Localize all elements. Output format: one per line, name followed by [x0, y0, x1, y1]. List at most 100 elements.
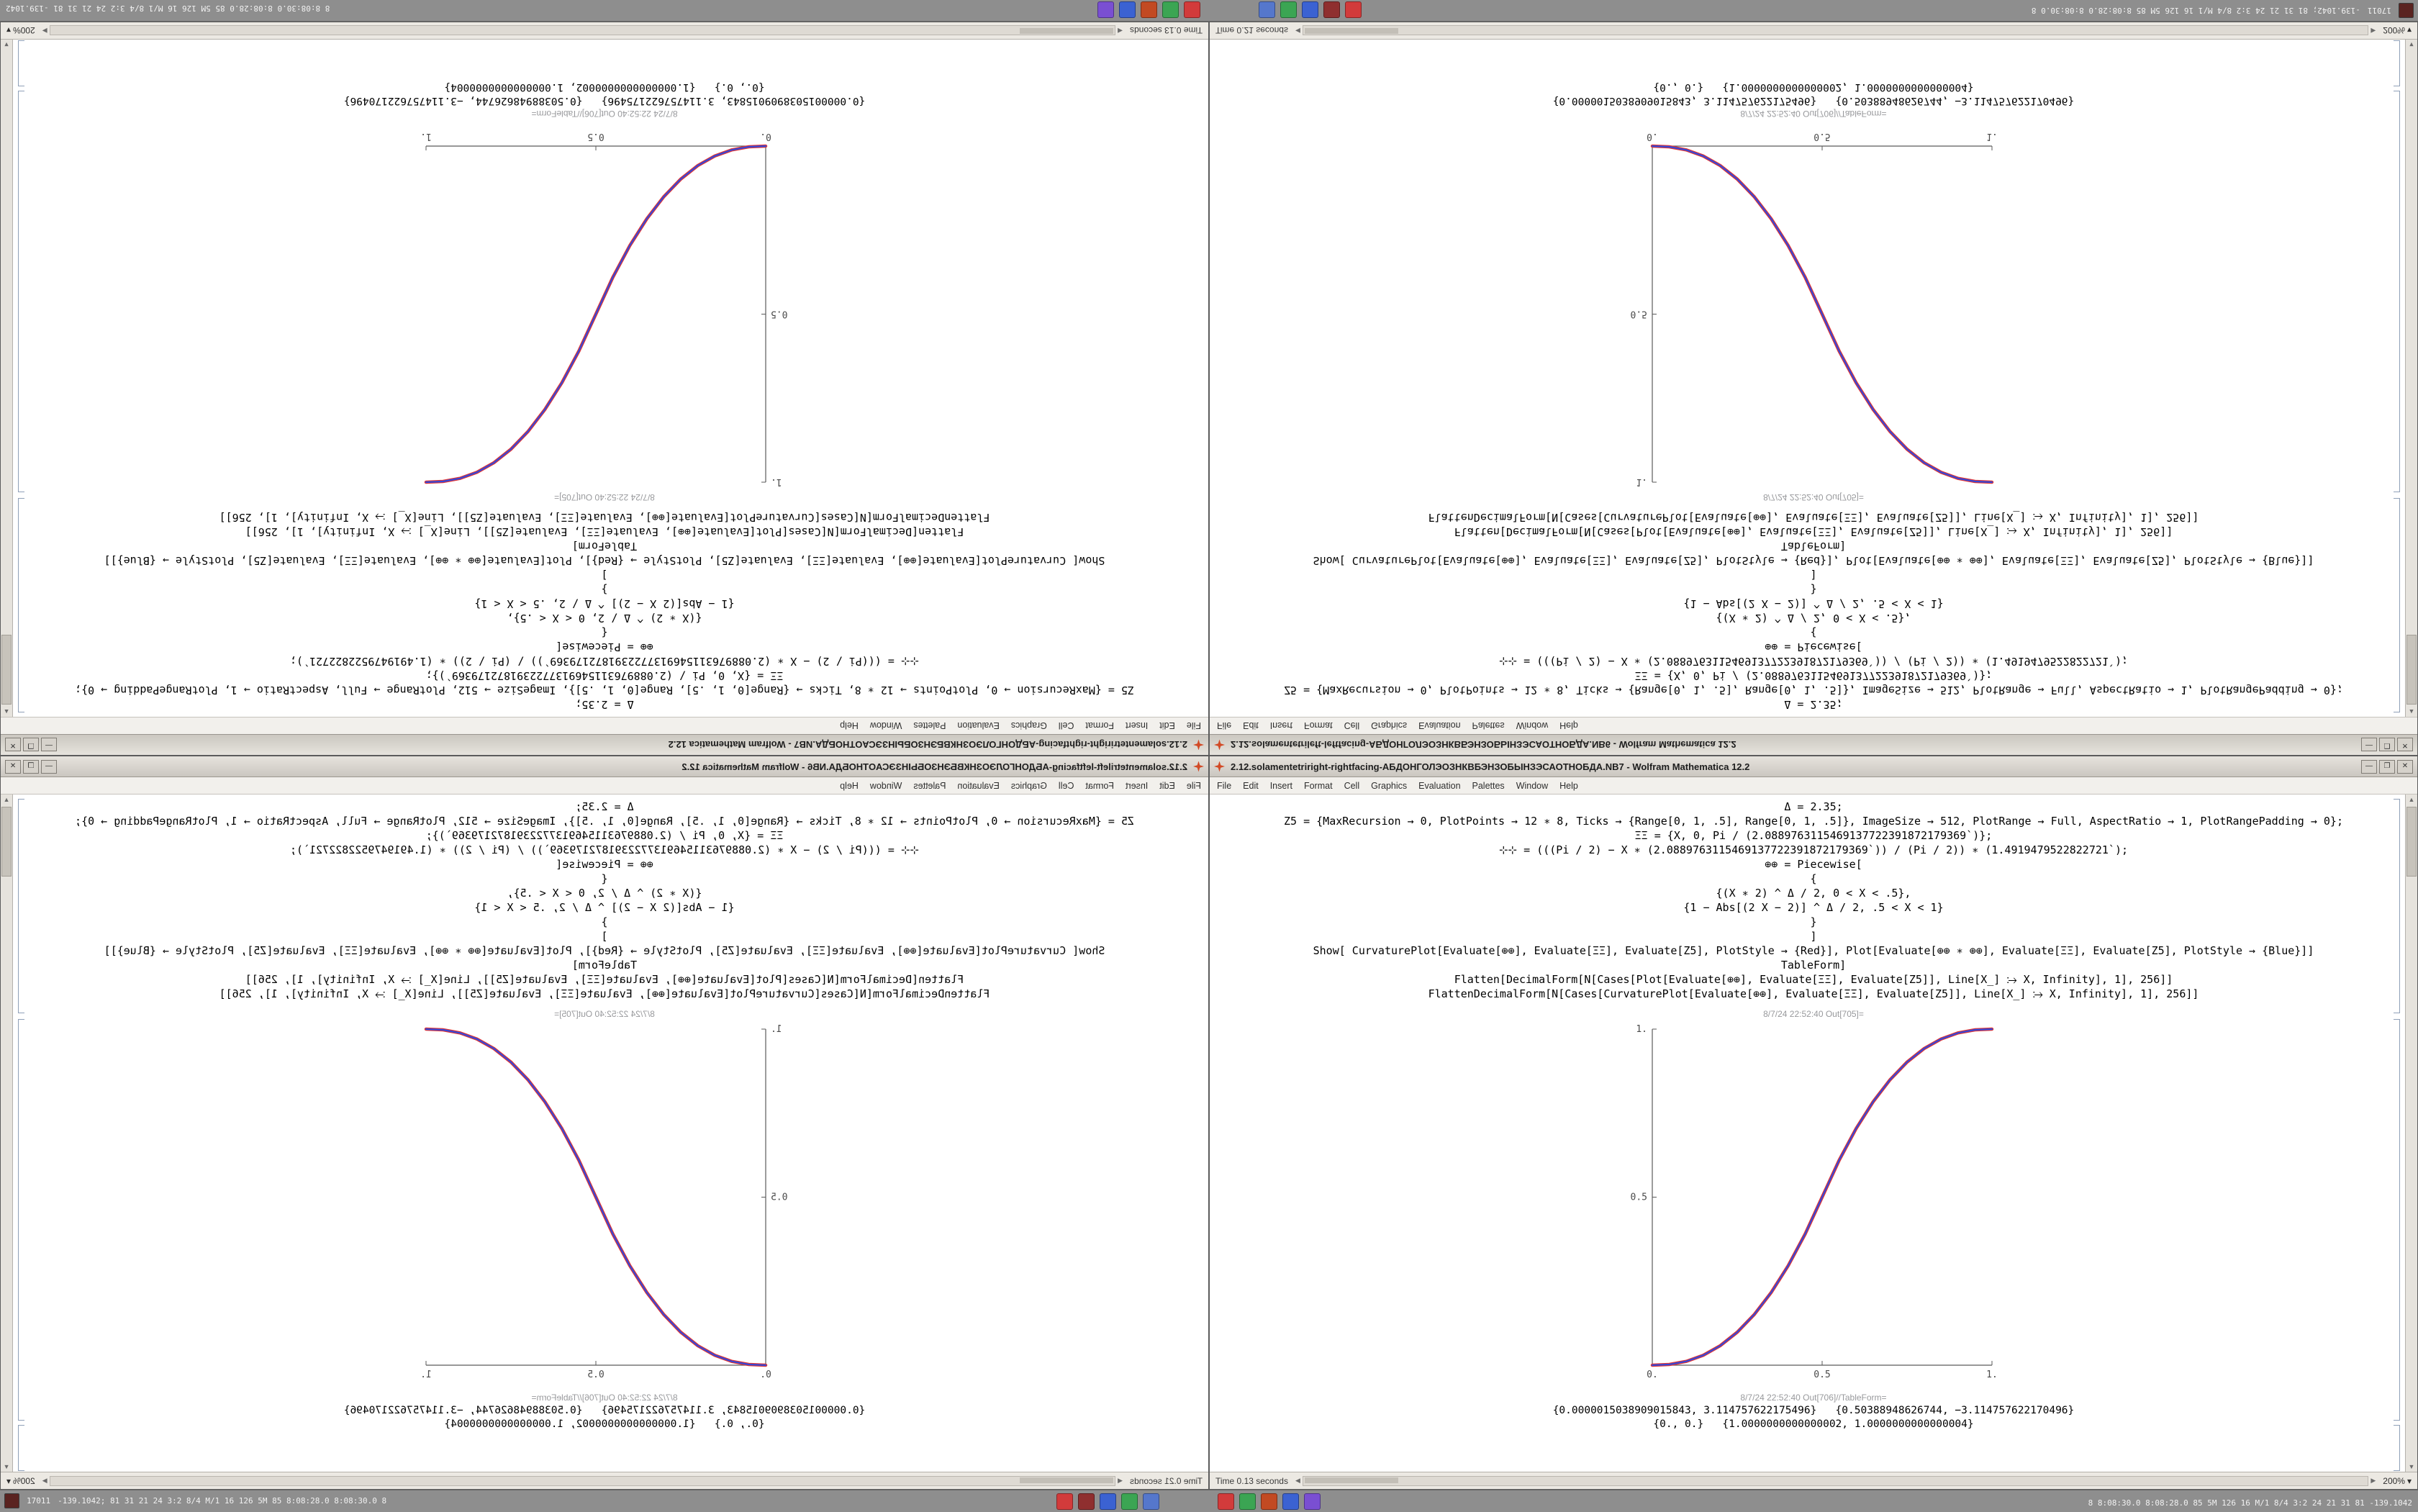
close-button[interactable]: ✕: [2397, 738, 2413, 752]
code-line[interactable]: ]: [1810, 569, 1817, 581]
maximize-button[interactable]: ❐: [2379, 738, 2395, 752]
tray-icon-purple[interactable]: [1097, 1, 1114, 18]
code-line[interactable]: ⊹⊹ = (((Pi / 2) − X ∗ (2.088976311546913…: [289, 655, 920, 668]
title-bar[interactable]: 2.12.solamentetrileft-leftfacing-АБДОНГО…: [1, 756, 1208, 777]
scroll-right-icon[interactable]: ▶: [42, 27, 47, 35]
scrollbar-thumb[interactable]: [2406, 807, 2417, 877]
code-line[interactable]: Show[ CurvaturePlot[Evaluate[⊕⊕], Evalua…: [1313, 554, 2314, 567]
tray-icon-green[interactable]: [1280, 1, 1297, 18]
hscroll-track[interactable]: [49, 1475, 1116, 1486]
scroll-up-icon[interactable]: ▲: [2408, 708, 2415, 715]
scroll-right-icon[interactable]: ▶: [2371, 1477, 2376, 1484]
horizontal-scrollbar[interactable]: ◀ ▶: [1295, 1475, 2376, 1486]
code-line[interactable]: FlattenDecimalForm[N[Cases[CurvaturePlot…: [219, 511, 990, 524]
cell-bracket[interactable]: [2394, 1425, 2400, 1471]
code-line[interactable]: ⊹⊹ = (((Pi / 2) − X ∗ (2.088976311546913…: [289, 843, 920, 856]
cell-bracket[interactable]: [18, 40, 24, 86]
menu-item[interactable]: Cell: [1344, 720, 1360, 731]
code-line[interactable]: Show[ CurvaturePlot[Evaluate[⊕⊕], Evalua…: [104, 554, 1105, 567]
code-line[interactable]: ⊹⊹ = (((Pi / 2) − X ∗ (2.088976311546913…: [1498, 655, 2129, 668]
menu-item[interactable]: Palettes: [1472, 720, 1505, 731]
menu-item[interactable]: Evaluation: [957, 720, 1000, 731]
scroll-down-icon[interactable]: ▼: [3, 41, 10, 48]
menu-item[interactable]: Window: [869, 720, 902, 731]
horizontal-scrollbar[interactable]: ◀ ▶: [1295, 25, 2376, 36]
menu-item[interactable]: File: [1217, 720, 1232, 731]
scroll-down-icon[interactable]: ▼: [2408, 1463, 2415, 1470]
code-line[interactable]: ΞΞ = {X, 0, Pi / (2.08897631154691377223…: [1634, 669, 1993, 682]
tray-icon-blue[interactable]: [1100, 1493, 1116, 1510]
menu-item[interactable]: Insert: [1269, 720, 1292, 731]
scroll-right-icon[interactable]: ▶: [2371, 27, 2376, 35]
scroll-up-icon[interactable]: ▲: [2408, 796, 2415, 803]
taskbar-app-icon[interactable]: [4, 1493, 19, 1508]
code-line[interactable]: FlattenDecimalForm[N[Cases[CurvaturePlot…: [1428, 987, 2199, 1000]
minimize-button[interactable]: —: [41, 759, 57, 774]
cell-bracket[interactable]: [18, 498, 24, 712]
tray-icon-blue2[interactable]: [1119, 1, 1136, 18]
menu-item[interactable]: Graphics: [1371, 720, 1408, 731]
close-button[interactable]: ✕: [5, 759, 21, 774]
cell-bracket[interactable]: [18, 799, 24, 1013]
scroll-up-icon[interactable]: ▲: [3, 796, 10, 803]
code-line[interactable]: TableForm]: [571, 540, 638, 553]
scroll-right-icon[interactable]: ▶: [42, 1477, 47, 1484]
menu-item[interactable]: Graphics: [1371, 780, 1408, 791]
cell-bracket[interactable]: [18, 1019, 24, 1421]
menu-item[interactable]: Evaluation: [957, 780, 1000, 791]
menu-item[interactable]: Edit: [1243, 720, 1259, 731]
tray-icon-blue2[interactable]: [1282, 1493, 1299, 1510]
menu-item[interactable]: Help: [840, 720, 859, 731]
code-line[interactable]: {: [601, 626, 608, 639]
code-line[interactable]: }: [601, 915, 608, 928]
menu-item[interactable]: Cell: [1344, 780, 1360, 791]
maximize-button[interactable]: ❐: [23, 738, 39, 752]
tray-icon-purple[interactable]: [1304, 1493, 1321, 1510]
cell-bracket[interactable]: [2394, 498, 2400, 712]
code-line[interactable]: {1 − Abs[(2 X − 2)] ^ Δ / 2, .5 < X < 1}: [1683, 597, 1944, 610]
menu-item[interactable]: Edit: [1159, 720, 1175, 731]
tray-icon-darkred[interactable]: [1323, 1, 1340, 18]
menu-item[interactable]: Graphics: [1010, 780, 1047, 791]
menu-item[interactable]: Palettes: [913, 780, 946, 791]
scroll-up-icon[interactable]: ▲: [3, 708, 10, 715]
code-line[interactable]: {(X ∗ 2) ^ Δ / 2, 0 < X < .5},: [507, 887, 702, 900]
vertical-scrollbar[interactable]: ▲ ▼: [2405, 40, 2417, 717]
code-line[interactable]: ⊕⊕ = Piecewise[: [1765, 640, 1862, 653]
code-line[interactable]: TableForm]: [1780, 959, 1847, 972]
cell-bracket[interactable]: [2394, 40, 2400, 86]
menu-item[interactable]: Window: [1516, 720, 1549, 731]
menu-item[interactable]: Edit: [1243, 780, 1259, 791]
code-line[interactable]: ΞΞ = {X, 0, Pi / (2.08897631154691377223…: [425, 829, 784, 842]
menu-item[interactable]: Format: [1085, 720, 1115, 731]
vertical-scrollbar[interactable]: ▲ ▼: [1, 40, 13, 717]
cell-bracket[interactable]: [18, 1425, 24, 1471]
scrollbar-thumb[interactable]: [2406, 635, 2417, 705]
cell-bracket[interactable]: [2394, 799, 2400, 1013]
magnification-control[interactable]: 200% ▾: [6, 1476, 35, 1486]
hscroll-track[interactable]: [1302, 1475, 2369, 1486]
tray-icon-blue[interactable]: [1302, 1, 1318, 18]
tray-icon-red[interactable]: [1345, 1, 1362, 18]
menu-item[interactable]: Window: [869, 780, 902, 791]
code-line[interactable]: Show[ CurvaturePlot[Evaluate[⊕⊕], Evalua…: [104, 944, 1105, 957]
menu-item[interactable]: Graphics: [1010, 720, 1047, 731]
code-line[interactable]: TableForm]: [1780, 540, 1847, 553]
tray-icon-steel[interactable]: [1259, 1, 1275, 18]
code-line[interactable]: FlattenDecimalForm[N[Cases[CurvaturePlot…: [1428, 511, 2199, 524]
code-line[interactable]: ⊹⊹ = (((Pi / 2) − X ∗ (2.088976311546913…: [1498, 843, 2129, 856]
tray-icon-steel[interactable]: [1143, 1493, 1159, 1510]
menu-item[interactable]: Help: [1559, 720, 1578, 731]
code-line[interactable]: {(X ∗ 2) ^ Δ / 2, 0 < X < .5},: [1716, 887, 1911, 900]
code-line[interactable]: Flatten[DecimalForm[N[Cases[Plot[Evaluat…: [245, 973, 964, 986]
hscroll-thumb[interactable]: [1304, 1477, 1398, 1483]
menu-item[interactable]: Format: [1085, 780, 1115, 791]
minimize-button[interactable]: —: [2361, 738, 2377, 752]
magnification-control[interactable]: 200% ▾: [6, 26, 35, 36]
tray-icon-darkred[interactable]: [1078, 1493, 1095, 1510]
hscroll-track[interactable]: [49, 25, 1116, 36]
menu-item[interactable]: Evaluation: [1418, 720, 1461, 731]
scroll-left-icon[interactable]: ◀: [1118, 1477, 1123, 1484]
horizontal-scrollbar[interactable]: ◀ ▶: [42, 25, 1123, 36]
scroll-left-icon[interactable]: ◀: [1295, 27, 1300, 35]
